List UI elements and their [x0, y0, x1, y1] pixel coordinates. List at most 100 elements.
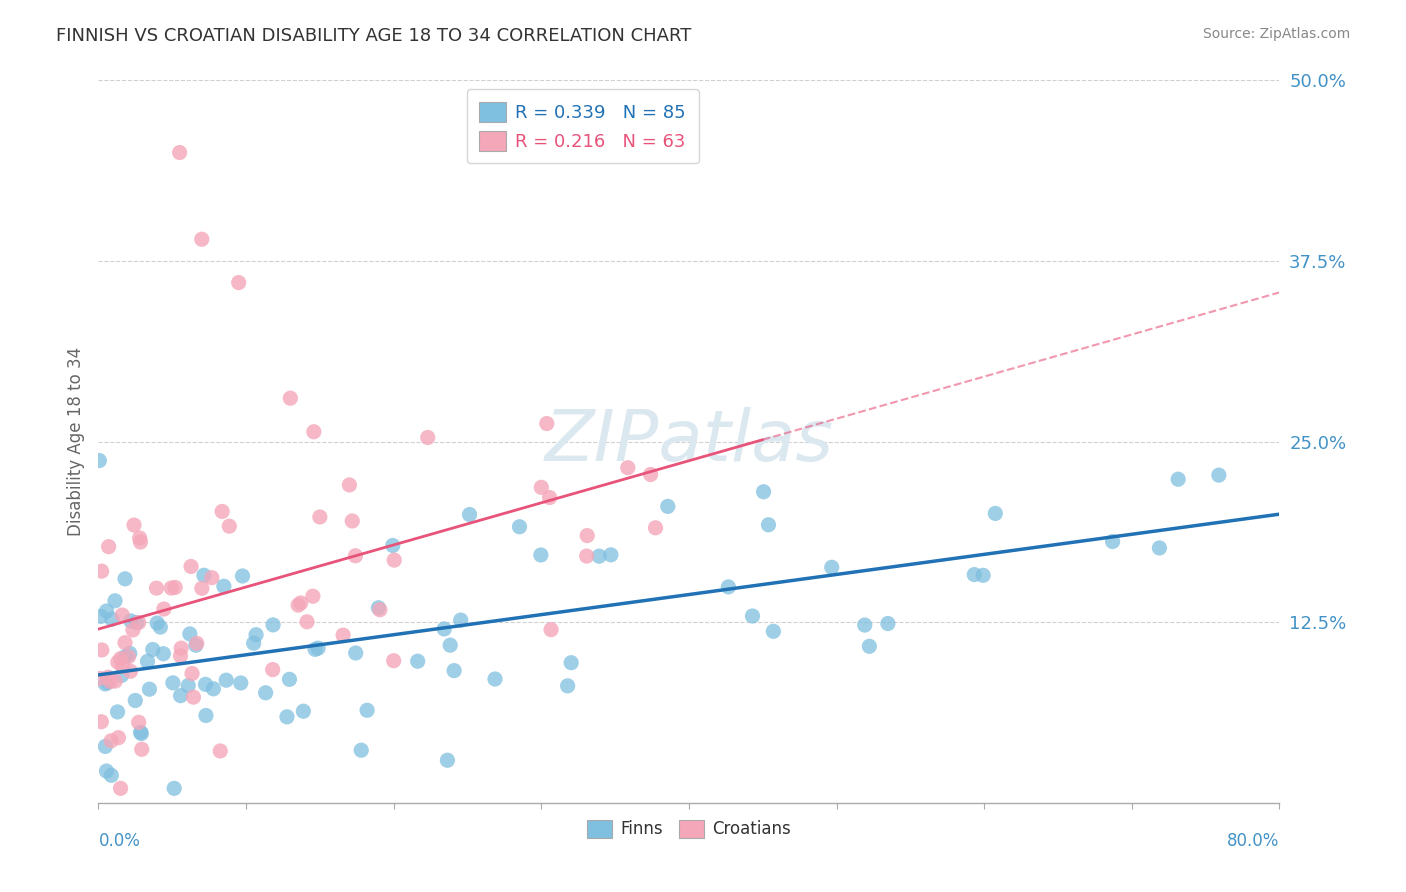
- Point: [129, 725, 152, 739]
- Point: [443, 664, 465, 678]
- Point: [752, 484, 775, 499]
- Point: [382, 553, 405, 567]
- Point: [617, 460, 640, 475]
- Point: [131, 742, 153, 756]
- Point: [508, 520, 530, 534]
- Point: [560, 656, 582, 670]
- Point: [181, 666, 204, 681]
- Text: 80.0%: 80.0%: [1227, 831, 1279, 850]
- Point: [111, 608, 134, 623]
- Point: [89, 672, 111, 686]
- Point: [212, 579, 235, 593]
- Point: [128, 715, 150, 730]
- Point: [114, 572, 136, 586]
- Point: [242, 636, 264, 650]
- Point: [131, 726, 153, 740]
- Point: [381, 539, 404, 553]
- Point: [657, 500, 679, 514]
- Point: [540, 623, 562, 637]
- Text: FINNISH VS CROATIAN DISABILITY AGE 18 TO 34 CORRELATION CHART: FINNISH VS CROATIAN DISABILITY AGE 18 TO…: [56, 27, 692, 45]
- Point: [287, 598, 309, 612]
- Point: [101, 612, 124, 626]
- Point: [169, 689, 191, 703]
- Point: [972, 568, 994, 582]
- Point: [122, 518, 145, 533]
- Point: [231, 569, 253, 583]
- Point: [416, 430, 439, 444]
- Point: [600, 548, 623, 562]
- Point: [576, 528, 599, 542]
- Y-axis label: Disability Age 18 to 34: Disability Age 18 to 34: [66, 347, 84, 536]
- Point: [202, 681, 225, 696]
- Point: [145, 581, 167, 595]
- Point: [344, 646, 367, 660]
- Point: [280, 391, 302, 405]
- Point: [530, 480, 553, 494]
- Point: [245, 628, 267, 642]
- Point: [111, 668, 134, 682]
- Point: [1167, 472, 1189, 486]
- Point: [439, 638, 461, 652]
- Point: [110, 781, 132, 796]
- Point: [179, 627, 201, 641]
- Point: [758, 517, 780, 532]
- Point: [963, 567, 986, 582]
- Point: [536, 417, 558, 431]
- Point: [1208, 468, 1230, 483]
- Point: [170, 641, 193, 656]
- Point: [97, 540, 120, 554]
- Point: [90, 609, 112, 624]
- Point: [302, 425, 325, 439]
- Point: [436, 753, 458, 767]
- Point: [1149, 541, 1171, 555]
- Point: [368, 603, 391, 617]
- Point: [89, 453, 111, 467]
- Point: [104, 674, 127, 689]
- Point: [194, 708, 217, 723]
- Point: [107, 731, 129, 745]
- Point: [332, 628, 354, 642]
- Point: [821, 560, 844, 574]
- Point: [218, 519, 240, 533]
- Point: [111, 659, 134, 673]
- Point: [100, 768, 122, 782]
- Point: [128, 531, 150, 545]
- Point: [262, 618, 284, 632]
- Point: [98, 674, 121, 689]
- Point: [94, 739, 117, 754]
- Point: [136, 654, 159, 668]
- Point: [114, 649, 136, 664]
- Point: [90, 564, 112, 578]
- Point: [180, 559, 202, 574]
- Point: [96, 764, 118, 778]
- Point: [762, 624, 785, 639]
- Point: [128, 615, 150, 630]
- Point: [163, 781, 186, 796]
- Point: [1101, 534, 1123, 549]
- Point: [124, 693, 146, 707]
- Point: [530, 548, 553, 562]
- Point: [107, 705, 129, 719]
- Legend: Finns, Croatians: Finns, Croatians: [579, 813, 799, 845]
- Point: [458, 508, 481, 522]
- Point: [97, 675, 120, 690]
- Point: [117, 649, 139, 664]
- Point: [104, 594, 127, 608]
- Point: [122, 623, 145, 637]
- Point: [350, 743, 373, 757]
- Point: [367, 600, 389, 615]
- Text: ZIPatlas: ZIPatlas: [544, 407, 834, 476]
- Point: [165, 581, 187, 595]
- Point: [162, 676, 184, 690]
- Point: [118, 646, 141, 660]
- Point: [97, 670, 120, 684]
- Point: [278, 673, 301, 687]
- Point: [406, 654, 429, 668]
- Point: [304, 642, 326, 657]
- Point: [344, 549, 367, 563]
- Point: [142, 642, 165, 657]
- Point: [450, 613, 472, 627]
- Point: [741, 609, 763, 624]
- Point: [90, 714, 112, 729]
- Point: [433, 622, 456, 636]
